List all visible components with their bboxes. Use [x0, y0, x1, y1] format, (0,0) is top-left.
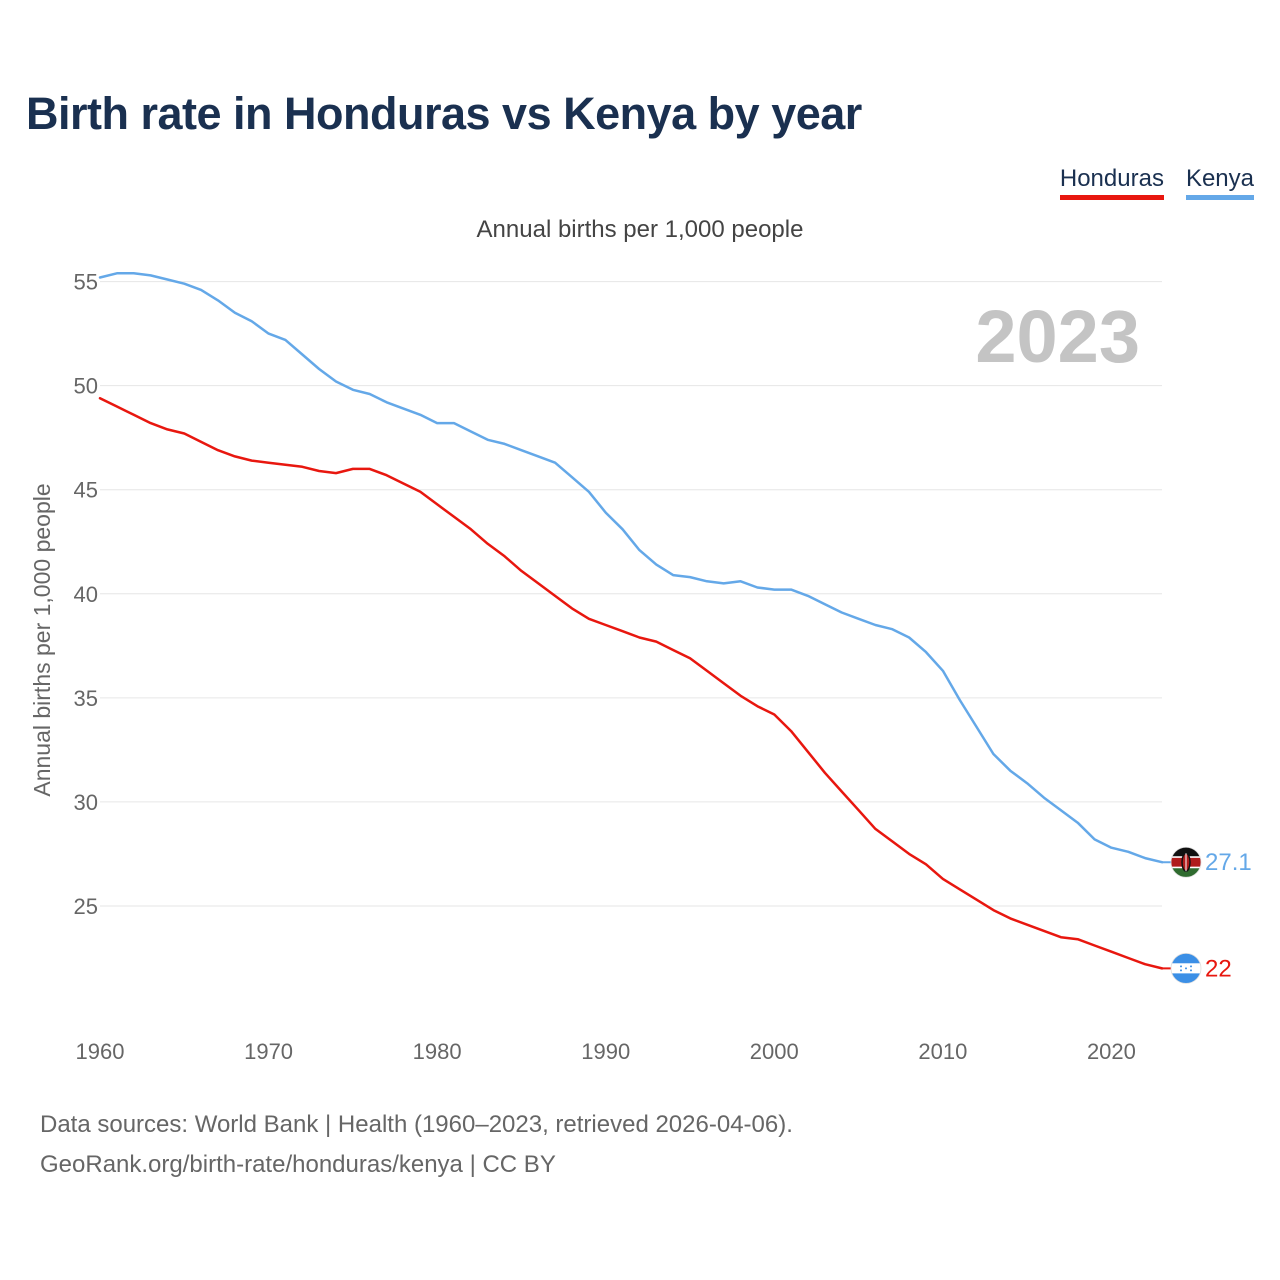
y-axis-label: Annual births per 1,000 people — [29, 483, 55, 796]
kenya-flag-icon — [1170, 846, 1202, 878]
legend-item-honduras[interactable]: Honduras — [1059, 165, 1164, 200]
data-source-note: Data sources: World Bank | Health (1960–… — [40, 1111, 793, 1138]
x-tick-label: 1990 — [581, 1039, 630, 1064]
x-tick-label: 1970 — [244, 1039, 293, 1064]
series-line-honduras — [98, 396, 1164, 970]
y-tick-label: 40 — [74, 582, 98, 607]
y-tick-label: 35 — [74, 686, 98, 711]
y-tick-label: 55 — [74, 270, 98, 295]
y-tick-label: 45 — [74, 478, 98, 503]
legend: Honduras Kenya — [1059, 165, 1254, 200]
y-tick-label: 25 — [74, 894, 98, 919]
end-value-label-kenya: 27.1 — [1205, 849, 1252, 876]
x-tick-label: 1980 — [413, 1039, 462, 1064]
chart-subtitle: Annual births per 1,000 people — [476, 216, 804, 243]
y-tick-label: 50 — [74, 374, 98, 399]
honduras-flag-icon — [1170, 952, 1202, 984]
source-url[interactable]: GeoRank.org/birth-rate/honduras/kenya | … — [40, 1151, 556, 1178]
footer: Data sources: World Bank | Health (1960–… — [40, 1105, 793, 1185]
legend-item-kenya[interactable]: Kenya — [1185, 165, 1254, 200]
year-label: 2023 — [975, 295, 1140, 378]
x-tick-label: 2020 — [1087, 1039, 1136, 1064]
x-tick-label: 2000 — [750, 1039, 799, 1064]
chart-title: Birth rate in Honduras vs Kenya by year — [26, 88, 862, 139]
x-tick-label: 2010 — [918, 1039, 967, 1064]
end-value-label-honduras: 22 — [1205, 955, 1232, 982]
y-tick-label: 30 — [74, 790, 98, 815]
series-line-kenya — [98, 272, 1164, 864]
x-tick-label: 1960 — [76, 1039, 125, 1064]
